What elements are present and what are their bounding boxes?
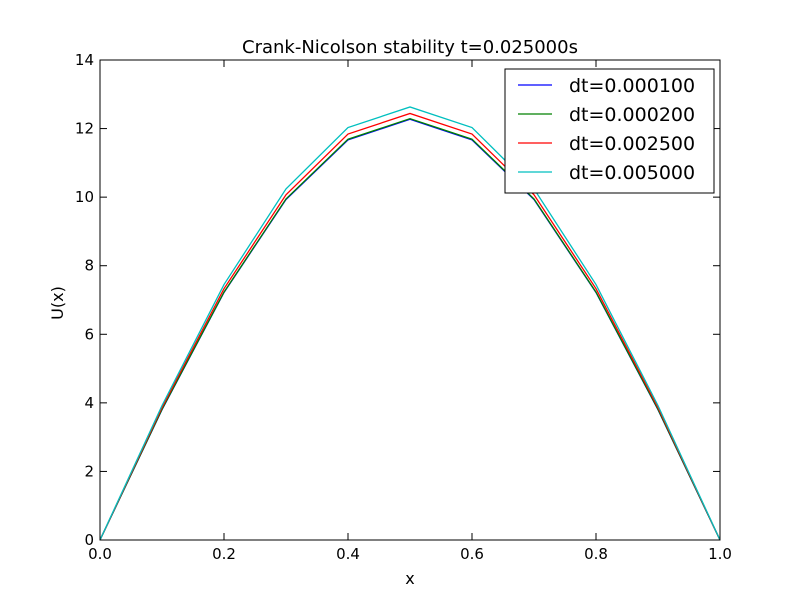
- plot-frame: [99, 59, 721, 541]
- y-tick-label: 4: [84, 394, 94, 412]
- x-tick-label: 0.4: [336, 545, 360, 563]
- series-line-3: [99, 106, 721, 541]
- y-tick-label: 2: [84, 462, 94, 480]
- legend-label-3: dt=0.005000: [569, 162, 695, 184]
- y-tick-label: 6: [84, 325, 94, 343]
- series-line-2: [99, 112, 721, 541]
- y-tick-label: 0: [84, 531, 94, 549]
- legend-label-1: dt=0.000200: [569, 104, 695, 126]
- y-axis-label: U(x): [48, 286, 67, 320]
- x-tick-label: 0.6: [460, 545, 484, 563]
- x-tick-label: 0.0: [88, 545, 112, 563]
- y-tick-label: 14: [75, 51, 94, 69]
- x-axis-label: x: [405, 569, 414, 588]
- legend-label-0: dt=0.000100: [569, 75, 695, 97]
- legend-label-2: dt=0.002500: [569, 133, 695, 155]
- legend: dt=0.000100 dt=0.000200 dt=0.002500 dt=0.00…: [504, 68, 715, 194]
- chart-title: Crank-Nicolson stability t=0.025000s: [242, 37, 578, 58]
- y-tick-label: 10: [75, 188, 94, 206]
- series-line-1: [99, 117, 721, 541]
- x-tick-label: 1.0: [708, 545, 732, 563]
- y-tick-label: 12: [75, 120, 94, 138]
- x-tick-label: 0.2: [212, 545, 236, 563]
- plot-area: 0.0 0.2 0.4 0.6 0.8 1.0 0 2 4 6 8 10 12 14 dt=0.000100…: [75, 51, 732, 563]
- x-tick-label: 0.8: [584, 545, 608, 563]
- y-tick-label: 8: [84, 257, 94, 275]
